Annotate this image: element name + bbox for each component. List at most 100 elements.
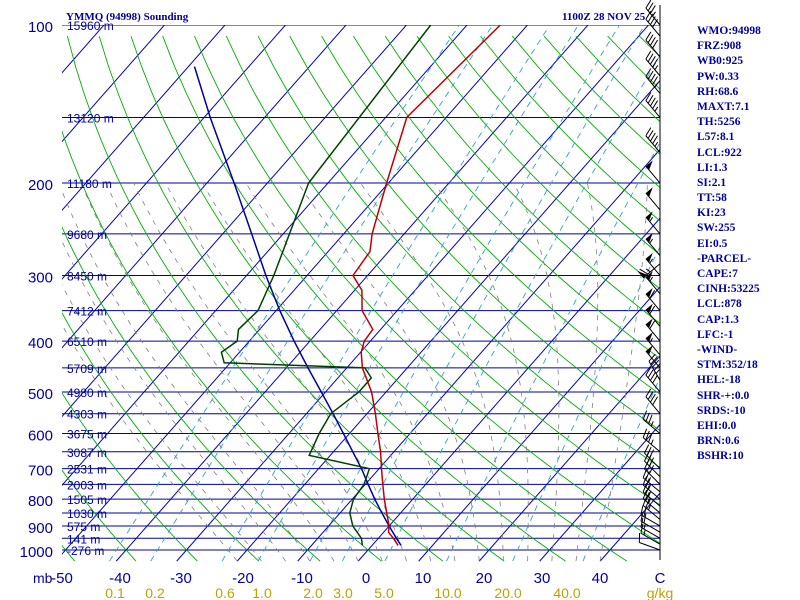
wind-barb-shaft — [645, 374, 661, 393]
isotherm-line — [236, 79, 660, 562]
index-row: CAP:1.3 — [697, 313, 739, 326]
mixing-ratio-tick-label: 3.0 — [333, 585, 353, 600]
temperature-tick-label: -40 — [109, 570, 131, 587]
dry-adiabat-line — [321, 35, 660, 395]
wind-feather — [649, 372, 656, 381]
wind-pennant — [645, 303, 653, 314]
wind-barb — [645, 68, 661, 94]
parcel-trace — [193, 66, 402, 546]
moist-adiabat-line — [513, 182, 560, 562]
mixing-ratio-tick-label: 5.0 — [374, 585, 394, 600]
isotherm-line — [478, 354, 660, 562]
height-label: 3087 m — [67, 446, 107, 460]
wind-half-feather — [649, 217, 653, 222]
wind-barb — [642, 410, 661, 434]
wind-barb-shaft — [645, 323, 661, 342]
wind-feather — [642, 475, 648, 486]
wind-feather — [649, 37, 656, 46]
wind-pennant — [645, 332, 653, 342]
moist-adiabat-line — [62, 284, 262, 562]
pressure-tick-label: 800 — [28, 493, 53, 510]
wind-feather — [642, 410, 648, 420]
wind-feather — [639, 268, 649, 275]
height-label: 11180 m — [67, 177, 112, 191]
wind-feather — [645, 127, 652, 137]
temperature-trace — [352, 25, 501, 546]
dry-adiabat-line — [62, 311, 260, 562]
wind-barb — [637, 263, 661, 279]
wind-feather — [645, 0, 652, 9]
moist-adiabat-line — [433, 182, 529, 562]
wind-half-feather — [649, 338, 653, 343]
temperature-tick-label: 20 — [476, 570, 493, 587]
pressure-tick-label: 200 — [28, 177, 53, 194]
wind-half-feather — [650, 439, 654, 445]
moist-adiabat-line — [245, 182, 456, 562]
wind-barb — [645, 287, 661, 311]
height-label: 4303 m — [67, 408, 107, 422]
wind-barb — [640, 523, 661, 545]
pressure-tick-label: 900 — [28, 520, 53, 537]
wind-barb-shaft — [642, 484, 661, 500]
wind-feather — [649, 5, 656, 14]
wind-barb — [645, 211, 661, 235]
mixing-ratio-tick-label: 0.2 — [145, 585, 165, 600]
wind-feather — [645, 492, 650, 502]
index-row: LCL:878 — [697, 298, 742, 311]
mixing-ratio-tick-label: 2.0 — [303, 585, 323, 600]
pressure-tick-label: 500 — [28, 386, 53, 403]
wind-feather — [645, 478, 650, 488]
wind-barb-shaft — [640, 514, 661, 527]
isotherm-line — [176, 25, 650, 562]
wind-feather — [640, 517, 644, 528]
wind-feather — [645, 498, 650, 508]
index-row: RH:68.6 — [697, 85, 739, 98]
dry-adiabat-line — [353, 35, 660, 360]
wind-barb — [645, 271, 661, 295]
wind-feather — [649, 393, 656, 403]
pressure-tick-label: 300 — [28, 269, 53, 286]
wind-barb — [642, 482, 661, 507]
wind-half-feather — [655, 369, 660, 374]
isotherm-line — [297, 148, 660, 562]
index-row: KI:23 — [697, 207, 726, 220]
chart-title: YMMQ (94998) Sounding — [66, 11, 189, 23]
index-row: EI:0.5 — [697, 237, 728, 250]
wind-feather — [649, 290, 656, 299]
wind-feather — [643, 444, 650, 454]
wind-feather — [649, 132, 656, 142]
wind-half-feather — [648, 491, 652, 497]
wind-feather — [640, 505, 644, 516]
wind-feather — [652, 100, 658, 109]
temperature-tick-label: -30 — [170, 570, 192, 587]
wind-barb — [642, 475, 661, 500]
wind-half-feather — [654, 141, 659, 147]
wind-feather — [652, 359, 660, 368]
index-row: LCL:922 — [697, 146, 742, 159]
wind-barb-shaft — [645, 58, 661, 77]
wind-feather — [649, 97, 656, 107]
isotherm-line — [115, 25, 589, 562]
wind-barb-shaft — [644, 452, 661, 470]
wind-barb-shaft — [645, 293, 661, 311]
mixing-ratio-line — [221, 25, 551, 562]
wind-feather — [652, 374, 658, 384]
wind-barb-shaft — [645, 216, 661, 235]
index-row: SI:2.1 — [697, 176, 727, 189]
moist-adiabat-line — [165, 182, 407, 562]
wind-feather — [648, 449, 655, 459]
wind-half-feather — [648, 477, 652, 483]
wind-feather — [645, 50, 652, 60]
height-label: 4980 m — [67, 386, 107, 400]
isotherm-line — [62, 25, 226, 211]
wind-barb-shaft — [645, 192, 661, 211]
wind-barb — [640, 517, 661, 539]
wind-barb-shaft — [640, 532, 661, 545]
index-row: EHI:0.0 — [697, 419, 737, 432]
wind-barb-shaft — [642, 498, 661, 514]
wind-feather — [652, 135, 658, 145]
index-row: SRDS:-10 — [697, 404, 746, 417]
wind-feather — [642, 428, 648, 438]
wind-barb-shaft — [642, 477, 661, 493]
